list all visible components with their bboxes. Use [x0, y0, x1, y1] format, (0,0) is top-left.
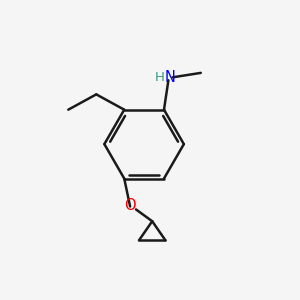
- Text: O: O: [124, 197, 136, 212]
- Text: N: N: [164, 70, 175, 85]
- Text: H: H: [155, 71, 165, 84]
